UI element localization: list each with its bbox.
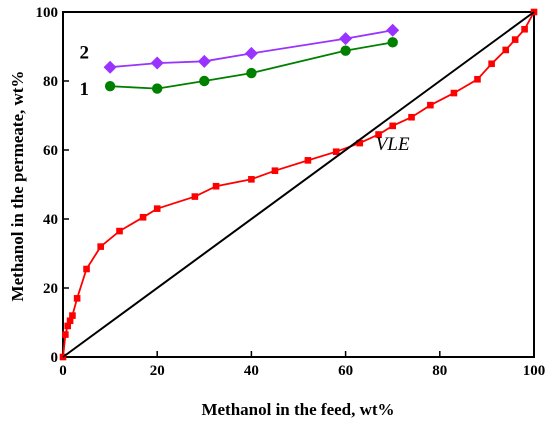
data-point [387, 37, 398, 48]
y-tick-label: 80 [43, 74, 58, 90]
series-line [110, 41, 393, 90]
data-point [139, 213, 147, 221]
y-tick-label: 60 [43, 143, 58, 159]
plot-frame [62, 11, 535, 358]
data-point [304, 157, 312, 164]
data-point [502, 46, 510, 54]
data-point [408, 113, 415, 121]
series-1 [104, 37, 398, 94]
series-vle [59, 8, 538, 361]
y-axis-title: Methanol in the permeate, wt% [8, 71, 27, 302]
data-point [389, 122, 396, 130]
data-point [69, 312, 76, 319]
x-tick-label: 80 [432, 363, 447, 379]
data-point [116, 227, 123, 235]
y-tick-label: 0 [51, 350, 59, 366]
y-tick-label: 40 [43, 212, 58, 228]
data-point [73, 295, 81, 302]
data-point [152, 83, 163, 94]
labels-layer: 2 1 VLE [79, 43, 410, 155]
data-point [339, 32, 353, 46]
x-tick-label: 40 [244, 363, 259, 379]
data-point [474, 75, 481, 83]
series-line [110, 29, 393, 69]
data-point [386, 23, 400, 37]
data-point [191, 193, 199, 200]
data-point [62, 331, 69, 338]
data-point [332, 148, 340, 156]
x-tick-label: 0 [59, 363, 67, 379]
data-point [66, 317, 74, 325]
data-point [450, 89, 458, 97]
data-point [104, 80, 116, 92]
series-label: 1 [79, 79, 89, 100]
data-point [150, 56, 164, 70]
data-point [340, 45, 351, 56]
x-tick-label: 20 [150, 363, 165, 379]
data-point [244, 46, 258, 60]
data-point [248, 176, 255, 183]
x-axis-title: Methanol in the feed, wt% [201, 400, 394, 419]
data-point [271, 167, 279, 174]
ticks-layer: 0 20 40 60 80 100 0 20 40 60 80 100 [36, 5, 546, 379]
data-point [197, 54, 211, 68]
series-layer [59, 8, 538, 361]
data-point [427, 101, 434, 109]
data-point [103, 60, 117, 74]
series-line [62, 11, 535, 358]
series-diagonal [62, 11, 535, 358]
annotation-label: VLE [376, 134, 410, 155]
series-2 [103, 23, 400, 74]
data-point [199, 75, 210, 87]
data-point [488, 60, 495, 68]
data-point [153, 205, 161, 212]
data-point [212, 182, 220, 190]
x-tick-label: 60 [338, 363, 353, 379]
series-label: 2 [79, 43, 89, 64]
data-point [64, 322, 72, 330]
data-point [375, 131, 382, 138]
data-point [97, 243, 104, 250]
y-tick-label: 20 [43, 281, 58, 297]
data-point [521, 25, 528, 33]
x-tick-label: 100 [523, 363, 546, 379]
y-tick-label: 100 [36, 5, 59, 21]
data-point [246, 67, 257, 79]
data-point [83, 265, 90, 273]
data-point [511, 36, 519, 43]
data-point [356, 139, 364, 147]
